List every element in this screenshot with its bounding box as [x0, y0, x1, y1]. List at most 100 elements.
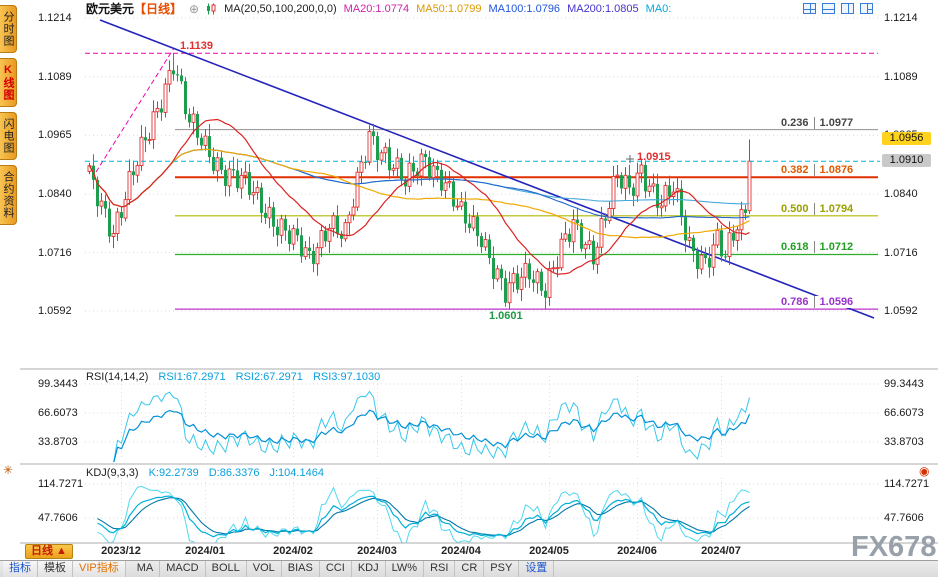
- sidebar-tab-lightning[interactable]: 闪电图: [0, 112, 17, 160]
- fib-level-label: 0.786 1.0596: [779, 296, 856, 308]
- rsi-title: RSI(14,14,2): [86, 371, 149, 383]
- ma-params-label: MA(20,50,100,200,0,0): [224, 2, 337, 15]
- rsi1-readout: RSI1:67.2971: [158, 371, 226, 383]
- footer-item-rsi[interactable]: RSI: [424, 561, 456, 577]
- ma50-readout: MA50:1.0799: [416, 2, 482, 15]
- x-axis-label: 2023/12: [101, 545, 141, 557]
- fib-price: 1.0876: [813, 164, 853, 176]
- kdj-d-readout: D:86.3376: [208, 467, 260, 479]
- left-sidebar: 分时图 K线图 闪电图 合约资料: [0, 5, 18, 230]
- fib-price: 1.0977: [813, 117, 853, 129]
- x-axis-label: 2024/01: [185, 545, 225, 557]
- sidebar-tab-contract-info[interactable]: 合约资料: [0, 165, 17, 225]
- rsi-axis-label: 99.3443: [38, 378, 78, 390]
- y-axis-label: 1.0592: [38, 305, 72, 317]
- x-axis-label: 2024/04: [441, 545, 481, 557]
- footer-tab-indicator[interactable]: 指标: [3, 561, 38, 577]
- rsi-axis-label: 66.6073: [884, 407, 924, 419]
- footer-item-cr[interactable]: CR: [455, 561, 485, 577]
- period-button-label: 日线: [31, 545, 53, 557]
- footer-tab-vip-indicator[interactable]: VIP指标: [73, 561, 126, 577]
- footer-item-kdj[interactable]: KDJ: [352, 561, 386, 577]
- y-axis-label: 1.1089: [884, 71, 918, 83]
- kdj-axis-label: 47.7606: [38, 512, 78, 524]
- x-axis-label: 2024/03: [357, 545, 397, 557]
- kdj-axis-label: 114.7271: [884, 478, 930, 490]
- footer-item-boll[interactable]: BOLL: [206, 561, 247, 577]
- footer-toolbar: 指标 模板 VIP指标 MA MACD BOLL VOL BIAS CCI KD…: [0, 560, 938, 577]
- annotation-low-price: 1.0601: [489, 310, 523, 322]
- y-axis-label: 1.0965: [38, 129, 72, 141]
- fib-level-label: 0.500 1.0794: [779, 203, 856, 215]
- footer-item-settings[interactable]: 设置: [519, 561, 555, 577]
- footer-item-vol[interactable]: VOL: [247, 561, 282, 577]
- footer-item-ma[interactable]: MA: [131, 561, 161, 577]
- chevron-up-icon: ▲: [56, 545, 67, 557]
- fib-ratio: 0.500: [781, 203, 809, 215]
- annotation-peak-price: 1.1139: [180, 40, 214, 52]
- fib-ratio: 0.382: [781, 164, 809, 176]
- layout-rows-icon[interactable]: [822, 3, 835, 14]
- add-compare-icon[interactable]: ⊕: [189, 1, 200, 16]
- fib-level-label: 0.382 1.0876: [779, 164, 856, 176]
- fib-ratio: 0.786: [781, 296, 809, 308]
- footer-item-cci[interactable]: CCI: [320, 561, 352, 577]
- y-axis-label: 1.0592: [884, 305, 918, 317]
- rsi3-readout: RSI3:97.1030: [312, 371, 381, 383]
- ma100-readout: MA100:1.0796: [488, 2, 561, 15]
- footer-item-lw[interactable]: LW%: [386, 561, 425, 577]
- kdj-j-readout: J:104.1464: [269, 467, 324, 479]
- rsi-axis-label: 33.8703: [38, 436, 78, 448]
- rsi-panel-header: RSI(14,14,2) RSI1:67.2971 RSI2:67.2971 R…: [86, 371, 380, 383]
- y-axis-label: 1.1214: [884, 12, 918, 24]
- kdj-panel-header: KDJ(9,3,3) K:92.2739 D:86.3376 J:104.146…: [86, 467, 324, 479]
- annotation-swing-price: 1.0915: [637, 151, 671, 163]
- y-axis-label: 1.0716: [38, 247, 72, 259]
- y-axis-label: 1.1089: [38, 71, 72, 83]
- footer-item-psy[interactable]: PSY: [484, 561, 520, 577]
- x-axis-label: 2024/05: [529, 545, 569, 557]
- fib-price: 1.0712: [813, 241, 853, 253]
- fib-ratio: 0.618: [781, 241, 809, 253]
- x-axis-label: 2024/02: [273, 545, 313, 557]
- chart-header: 欧元美元 【日线】 ⊕ MA(20,50,100,200,0,0) MA20:1…: [86, 1, 672, 17]
- layout-cols-icon[interactable]: [841, 3, 854, 14]
- layout-icons-group: [803, 3, 873, 14]
- footer-item-bias[interactable]: BIAS: [282, 561, 320, 577]
- kdj-k-readout: K:92.2739: [148, 467, 199, 479]
- fib-level-label: 0.618 1.0712: [779, 241, 856, 253]
- kdj-axis-label: 47.7606: [884, 512, 924, 524]
- layout-mixed-icon[interactable]: [860, 3, 873, 14]
- period-button[interactable]: 日线 ▲: [25, 544, 73, 559]
- y-axis-label: 1.1214: [38, 12, 72, 24]
- rsi-axis-label: 33.8703: [884, 436, 924, 448]
- tool-star-icon[interactable]: ✳: [3, 463, 14, 477]
- fib-level-label: 0.236 1.0977: [779, 117, 856, 129]
- x-axis-label: 2024/07: [701, 545, 741, 557]
- rsi-axis-label: 99.3443: [884, 378, 924, 390]
- y-axis-label: 1.0840: [884, 188, 918, 200]
- sidebar-tab-timeshare[interactable]: 分时图: [0, 5, 17, 53]
- sidebar-tab-kline[interactable]: K线图: [0, 58, 17, 107]
- fib-price: 1.0596: [813, 296, 853, 308]
- footer-item-macd[interactable]: MACD: [160, 561, 206, 577]
- x-axis-label: 2024/06: [617, 545, 657, 557]
- layout-grid4-icon[interactable]: [803, 3, 816, 14]
- price-tag-last: 1.0910: [882, 154, 931, 167]
- kdj-axis-label: 114.7271: [38, 478, 84, 490]
- ma0-readout: MA0:: [645, 2, 672, 15]
- y-axis-label: 1.0840: [38, 188, 72, 200]
- ma20-readout: MA20:1.0774: [343, 2, 410, 15]
- rsi2-readout: RSI2:67.2971: [235, 371, 303, 383]
- fib-ratio: 0.236: [781, 117, 809, 129]
- y-axis-label: 1.0716: [884, 247, 918, 259]
- rsi-axis-label: 66.6073: [38, 407, 78, 419]
- candlestick-icon: [206, 3, 217, 15]
- watermark: FX678: [851, 531, 937, 563]
- fib-price: 1.0794: [813, 203, 853, 215]
- price-tag-high: 1.0956: [882, 132, 931, 145]
- target-icon[interactable]: ◉: [919, 464, 930, 478]
- symbol-name: 欧元美元: [86, 2, 135, 16]
- footer-tab-template[interactable]: 模板: [38, 561, 73, 577]
